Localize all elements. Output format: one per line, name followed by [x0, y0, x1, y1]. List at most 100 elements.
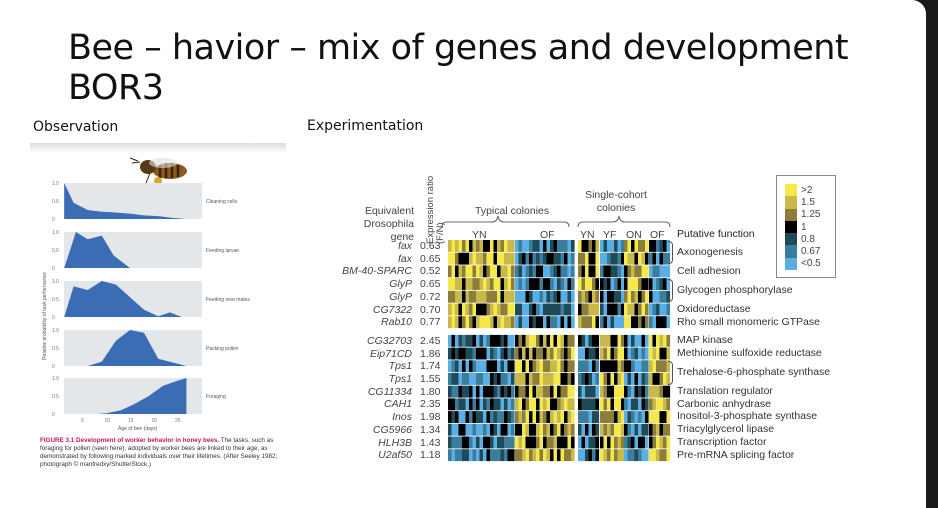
heatmap-cell — [600, 303, 604, 316]
heatmap-cell — [490, 316, 494, 329]
heatmap-cell — [631, 240, 635, 252]
heatmap-cell — [578, 334, 582, 347]
heatmap-cell — [571, 290, 575, 303]
heatmap-cell — [469, 334, 473, 347]
heatmap-cell — [458, 240, 463, 252]
heatmap-cell — [663, 347, 667, 360]
heatmap-cell — [564, 347, 568, 360]
heatmap-cell — [614, 290, 618, 303]
function-bracket — [668, 361, 673, 385]
heatmap-cell — [493, 303, 498, 316]
y-tick: 1.0 — [52, 181, 59, 187]
heatmap-cell — [595, 360, 600, 373]
heatmap-cell — [458, 278, 463, 290]
heatmap-cell — [455, 360, 459, 373]
heatmap-cell — [610, 316, 615, 329]
expression-ratio: 1.86 — [420, 347, 441, 360]
heatmap-cell — [652, 240, 657, 252]
heatmap-cell — [641, 265, 646, 278]
heatmap-cell — [553, 334, 558, 347]
heatmap-cell — [638, 303, 642, 316]
heatmap-cell — [659, 290, 664, 303]
col-single-of: OF — [650, 229, 665, 241]
heatmap-cell — [483, 360, 487, 373]
heatmap-cell — [634, 265, 639, 278]
heatmap-cell — [610, 265, 615, 278]
legend-label: 1 — [801, 221, 807, 233]
heatmap-cell — [627, 449, 632, 462]
heatmap-cell — [458, 316, 463, 329]
heatmap-cell — [571, 449, 575, 462]
heatmap-cell — [663, 398, 667, 411]
heatmap-cell — [631, 373, 635, 385]
heatmap-cell — [536, 278, 540, 290]
heatmap-cell — [536, 347, 540, 360]
heatmap-cell — [567, 385, 572, 398]
heatmap-cell — [603, 290, 608, 303]
heatmap-cell — [529, 278, 533, 290]
heatmap-cell — [486, 423, 491, 436]
gene-header-2: Drosophila — [363, 218, 414, 230]
heatmap-cell — [663, 436, 667, 449]
heatmap-cell — [448, 411, 452, 423]
heatmap-cell — [451, 265, 456, 278]
heatmap-cell — [564, 360, 568, 373]
heatmap-cell — [504, 385, 508, 398]
heatmap-cell — [550, 347, 554, 360]
heatmap-cell — [486, 360, 491, 373]
heatmap-cell — [638, 252, 642, 265]
heatmap-cell — [567, 423, 572, 436]
heatmap-cell — [455, 278, 459, 290]
heatmap-cell — [451, 334, 456, 347]
heatmap-cell — [451, 423, 456, 436]
heatmap-cell — [465, 316, 470, 329]
heatmap-cell — [656, 373, 660, 385]
heatmap-cell — [543, 385, 547, 398]
heatmap-cell — [585, 360, 589, 373]
heatmap-cell — [560, 290, 565, 303]
heatmap-cell — [595, 240, 600, 252]
heatmap-cell — [543, 316, 547, 329]
heatmap-cell — [617, 449, 622, 462]
heatmap-cell — [631, 411, 635, 423]
heatmap-cell — [476, 290, 480, 303]
heatmap-cell — [536, 303, 540, 316]
heatmap-cell — [666, 278, 671, 290]
heatmap-cell — [600, 278, 604, 290]
expression-ratio: 2.35 — [420, 398, 441, 411]
heatmap-cell — [550, 423, 554, 436]
heatmap-cell — [656, 398, 660, 411]
heatmap-cell — [497, 278, 501, 290]
heatmap-cell — [451, 347, 456, 360]
heatmap-cell — [518, 240, 523, 252]
heatmap-cell — [546, 265, 551, 278]
heatmap-cell — [479, 398, 484, 411]
heatmap-cell — [536, 360, 540, 373]
heatmap-cell — [546, 436, 551, 449]
heatmap-cell — [490, 423, 494, 436]
heatmap-cell — [581, 436, 586, 449]
heatmap-cell — [500, 449, 505, 462]
heatmap-cell — [666, 316, 671, 329]
heatmap-cell — [588, 316, 593, 329]
heatmap-cell — [564, 265, 568, 278]
heatmap-cell — [600, 385, 604, 398]
heatmap-cell — [578, 278, 582, 290]
heatmap-cell — [649, 290, 653, 303]
task-label: Packing pollen — [206, 346, 239, 352]
heatmap-cell — [553, 316, 558, 329]
heatmap-cell — [617, 385, 622, 398]
heatmap-cell — [560, 265, 565, 278]
heatmap-cell — [504, 303, 508, 316]
heatmap-cell — [532, 265, 537, 278]
heatmap-cell — [595, 316, 600, 329]
heatmap-cell — [581, 278, 586, 290]
heatmap-cell — [522, 385, 526, 398]
heatmap-cell — [550, 316, 554, 329]
heatmap-cell — [511, 360, 515, 373]
heatmap-cell — [634, 316, 639, 329]
heatmap-cell — [560, 385, 565, 398]
y-tick: 1.0 — [52, 230, 59, 236]
heatmap-cell — [448, 347, 452, 360]
heatmap-cell — [564, 449, 568, 462]
